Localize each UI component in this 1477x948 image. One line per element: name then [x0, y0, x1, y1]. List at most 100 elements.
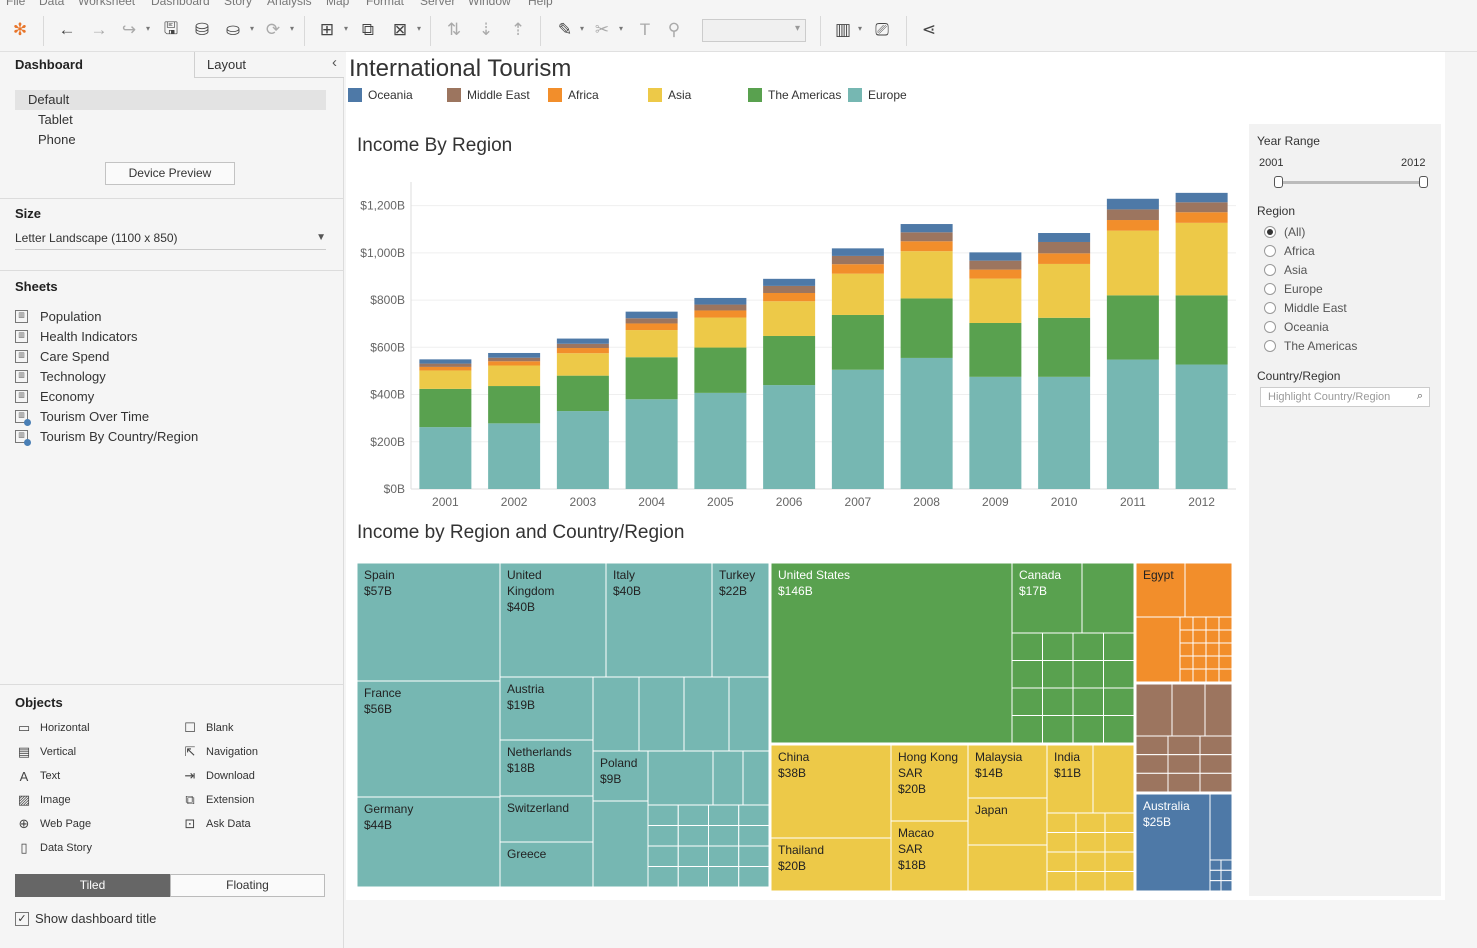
bar-segment[interactable]	[1106, 359, 1159, 489]
redo-arrow-icon[interactable]: ↪	[121, 20, 137, 39]
treemap-cell[interactable]	[1179, 616, 1194, 631]
year-slider-max-handle[interactable]	[1419, 176, 1428, 188]
treemap-cell[interactable]	[1209, 793, 1233, 861]
bar-segment[interactable]	[1038, 253, 1091, 264]
bar-segment[interactable]	[900, 224, 953, 233]
bar-segment[interactable]	[1038, 241, 1091, 254]
presentation-mode-icon[interactable]: ⎚	[875, 20, 889, 39]
treemap-cell[interactable]	[499, 563, 607, 678]
bar-segment[interactable]	[419, 359, 472, 364]
share-icon[interactable]: ⋖	[921, 20, 937, 39]
treemap-cell[interactable]	[1046, 832, 1077, 853]
sheet-item[interactable]: ▥ Tourism Over Time	[15, 406, 149, 426]
bar-segment[interactable]	[419, 363, 472, 367]
treemap-cell[interactable]	[1192, 668, 1207, 683]
menu-server[interactable]: Server	[420, 0, 456, 8]
treemap-cell[interactable]	[1104, 812, 1135, 833]
bar-segment[interactable]	[694, 392, 747, 489]
menu-analysis[interactable]: Analysis	[267, 0, 312, 8]
region-option[interactable]: Middle East	[1264, 301, 1347, 315]
treemap-cell[interactable]	[1135, 772, 1169, 793]
object-item[interactable]: ▨ Image	[15, 791, 71, 809]
treemap-cell[interactable]	[1192, 655, 1207, 670]
bar-segment[interactable]	[694, 304, 747, 311]
object-item[interactable]: ⇱ Navigation	[181, 743, 258, 761]
treemap-cell[interactable]	[683, 676, 730, 752]
menu-file[interactable]: File	[6, 0, 26, 8]
bar-segment[interactable]	[1038, 317, 1091, 377]
object-item[interactable]: ▯ Data Story	[15, 839, 92, 857]
bar-segment[interactable]	[969, 376, 1022, 489]
legend-item[interactable]: Africa	[548, 88, 599, 102]
menu-data[interactable]: Data	[39, 0, 65, 8]
treemap-cell[interactable]	[738, 845, 770, 867]
treemap-cell[interactable]	[1072, 632, 1104, 661]
device-phone[interactable]: Phone	[38, 132, 76, 147]
tableau-logo-icon[interactable]: ✻	[12, 20, 28, 39]
treemap-cell[interactable]	[1218, 655, 1233, 670]
legend-item[interactable]: The Americas	[748, 88, 841, 102]
treemap-cell[interactable]	[1184, 563, 1233, 618]
bar-segment[interactable]	[694, 297, 747, 305]
treemap-cell[interactable]	[770, 837, 892, 891]
sheet-item[interactable]: ▥ Tourism By Country/Region	[15, 426, 198, 446]
treemap-cell[interactable]	[1209, 880, 1222, 891]
treemap-cell[interactable]	[1192, 629, 1207, 644]
bar-segment[interactable]	[763, 285, 816, 293]
treemap-cell[interactable]	[647, 804, 679, 826]
treemap-cell[interactable]	[708, 804, 740, 826]
treemap-cell[interactable]	[1042, 632, 1074, 661]
bar-segment[interactable]	[556, 411, 609, 489]
treemap-cell[interactable]	[1075, 812, 1106, 833]
device-preview-button[interactable]: Device Preview	[105, 162, 235, 185]
bar-segment[interactable]	[625, 357, 678, 400]
bar-segment[interactable]	[488, 352, 541, 358]
radio-icon[interactable]	[1264, 264, 1276, 276]
treemap-cell[interactable]	[738, 825, 770, 847]
treemap-cell[interactable]	[967, 844, 1048, 891]
bar-segment[interactable]	[488, 423, 541, 489]
treemap-cell[interactable]	[499, 676, 594, 741]
treemap-cell[interactable]	[708, 825, 740, 847]
bar-segment[interactable]	[969, 269, 1022, 279]
treemap-cell[interactable]	[1011, 715, 1043, 744]
legend-item[interactable]: Oceania	[348, 88, 413, 102]
object-item[interactable]: ⊕ Web Page	[15, 815, 92, 833]
treemap-cell[interactable]	[1135, 754, 1169, 774]
year-slider-track[interactable]	[1276, 181, 1425, 184]
treemap-cell[interactable]	[1046, 851, 1077, 872]
treemap-cell[interactable]	[1220, 880, 1233, 891]
bar-segment[interactable]	[1106, 295, 1159, 360]
bar-segment[interactable]	[900, 241, 953, 252]
region-option[interactable]: Asia	[1264, 263, 1307, 277]
treemap-cell[interactable]	[357, 680, 501, 798]
treemap-cell[interactable]	[1135, 793, 1211, 891]
bar-segment[interactable]	[556, 375, 609, 412]
bar-segment[interactable]	[763, 301, 816, 336]
region-option[interactable]: The Americas	[1264, 339, 1357, 353]
sheet-item[interactable]: ▥ Population	[15, 306, 101, 326]
sheet-item[interactable]: ▥ Care Spend	[15, 346, 109, 366]
bar-segment[interactable]	[1038, 233, 1091, 242]
bar-segment[interactable]	[625, 311, 678, 319]
sort-ascending-icon[interactable]: ⇣	[478, 20, 494, 39]
menu-map[interactable]: Map	[326, 0, 350, 8]
menu-dashboard[interactable]: Dashboard	[151, 0, 210, 8]
bar-segment[interactable]	[694, 317, 747, 348]
bar-segment[interactable]	[625, 330, 678, 358]
treemap-cell[interactable]	[967, 797, 1048, 846]
treemap-cell[interactable]	[1167, 735, 1201, 756]
treemap-cell[interactable]	[1204, 683, 1233, 737]
swap-icon[interactable]: ⇅	[446, 20, 462, 39]
radio-icon[interactable]	[1264, 245, 1276, 257]
treemap-cell[interactable]	[1205, 642, 1220, 657]
bar-segment[interactable]	[831, 314, 884, 370]
treemap-cell[interactable]	[647, 845, 679, 867]
treemap-cell[interactable]	[1075, 832, 1106, 853]
bar-segment[interactable]	[831, 255, 884, 265]
treemap-cell[interactable]	[1046, 871, 1077, 892]
treemap-cell[interactable]	[1171, 683, 1206, 737]
bar-segment[interactable]	[763, 385, 816, 489]
bar-segment[interactable]	[969, 252, 1022, 261]
treemap-cell[interactable]	[1199, 735, 1233, 756]
